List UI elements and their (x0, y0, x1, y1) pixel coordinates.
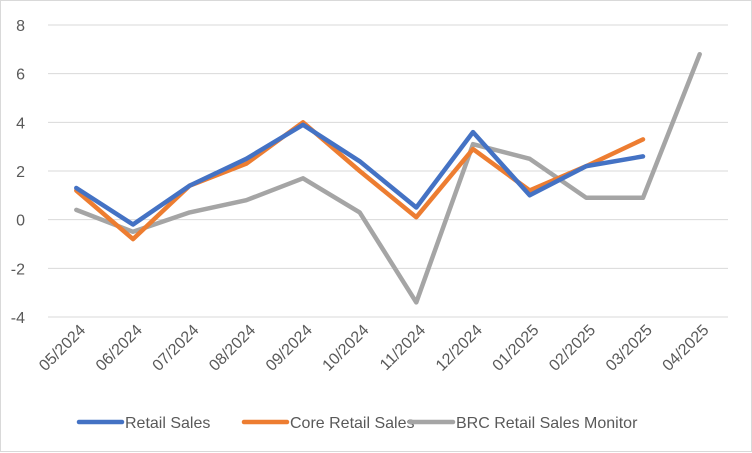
legend-label-brc-retail-sales-monitor: BRC Retail Sales Monitor (456, 415, 638, 432)
legend-label-core-retail-sales: Core Retail Sales (290, 415, 415, 432)
y-tick-label: 4 (16, 115, 25, 132)
x-tick-label: 05/2024 (36, 322, 89, 375)
y-tick-label: 2 (16, 164, 25, 181)
x-tick-label: 07/2024 (150, 322, 203, 375)
series-lines (76, 54, 700, 302)
x-tick-label: 04/2025 (660, 322, 713, 375)
y-axis-ticks: 8 6 4 2 0 -2 -4 (11, 18, 25, 327)
x-tick-label: 02/2025 (546, 322, 599, 375)
x-tick-label: 12/2024 (433, 322, 486, 375)
x-tick-label: 06/2024 (93, 322, 146, 375)
x-tick-label: 03/2025 (603, 322, 656, 375)
y-tick-label: 6 (16, 67, 25, 84)
series-line-brc-retail-sales-monitor (76, 54, 699, 302)
x-tick-label: 09/2024 (263, 322, 316, 375)
x-tick-label: 10/2024 (320, 322, 373, 375)
x-tick-label: 11/2024 (377, 322, 429, 374)
y-tick-label: 8 (16, 18, 25, 35)
x-tick-label: 01/2025 (490, 322, 543, 375)
x-tick-label: 08/2024 (206, 322, 259, 375)
y-tick-label: 0 (16, 213, 25, 230)
y-tick-label: -2 (11, 261, 25, 278)
legend-label-retail-sales: Retail Sales (125, 415, 210, 432)
legend: Retail Sales Core Retail Sales BRC Retail … (79, 415, 638, 432)
gridlines (48, 25, 728, 317)
y-tick-label: -4 (11, 310, 25, 327)
